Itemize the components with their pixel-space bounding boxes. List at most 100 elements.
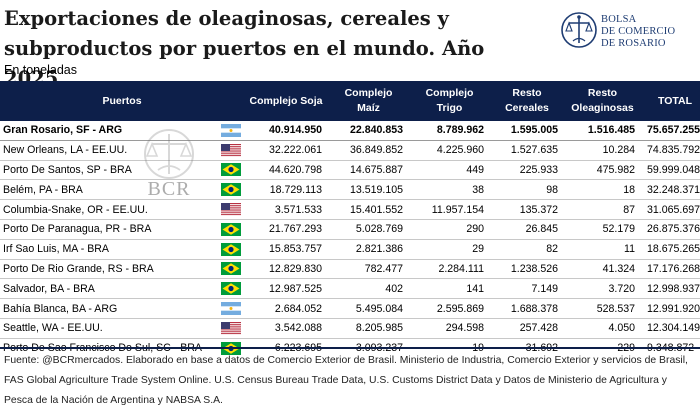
cell-soja: 12.987.525 <box>244 278 328 300</box>
brazil-flag-icon <box>221 242 241 256</box>
table-row: Porto De Rio Grande, RS - BRA 12.829.830 7… <box>0 259 700 280</box>
argentina-flag-icon <box>221 123 241 137</box>
source-note: Fuente: @BCRmercados. Elaborado en base … <box>4 355 688 406</box>
table-row: New Orleans, LA - EE.UU. 32.222.061 36.849… <box>0 140 700 161</box>
port-name-cell: Porto De Santos, SP - BRA <box>0 160 218 181</box>
usa-flag-icon <box>221 203 241 217</box>
cell-trigo: 2.284.111 <box>409 259 490 280</box>
brazil-flag-icon <box>221 262 241 276</box>
usa-flag-icon <box>221 143 241 157</box>
cell-maiz: 402 <box>328 278 409 300</box>
cell-trigo: 294.598 <box>409 318 490 339</box>
flag-cell <box>218 199 244 220</box>
cell-resto-oleaginosas: 4.050 <box>564 318 641 339</box>
port-name-cell: Seattle, WA - EE.UU. <box>0 318 218 339</box>
cell-resto-cereales: 135.372 <box>490 199 564 220</box>
flag-cell <box>218 278 244 300</box>
brazil-flag-icon <box>221 163 241 177</box>
table-row: Belém, PA - BRA 18.729.113 13.519.105 38 98 1… <box>0 179 700 201</box>
header-trigo: Complejo Trigo <box>425 87 474 114</box>
cell-maiz: 36.849.852 <box>328 140 409 161</box>
cell-soja: 21.767.293 <box>244 219 328 240</box>
cell-total: 12.304.149 <box>641 318 700 339</box>
cell-resto-oleaginosas: 41.324 <box>564 259 641 280</box>
port-name-cell: Porto De Paranagua, PR - BRA <box>0 219 218 240</box>
cell-resto-oleaginosas: 18 <box>564 179 641 201</box>
cell-resto-oleaginosas: 3.720 <box>564 278 641 300</box>
port-name-cell: Salvador, BA - BRA <box>0 278 218 300</box>
cell-total: 31.065.697 <box>641 199 700 220</box>
cell-soja: 15.853.757 <box>244 239 328 260</box>
cell-trigo: 4.225.960 <box>409 140 490 161</box>
cell-trigo: 11.957.154 <box>409 199 490 220</box>
port-name-cell: Columbia-Snake, OR - EE.UU. <box>0 199 218 220</box>
cell-resto-oleaginosas: 475.982 <box>564 160 641 181</box>
cell-trigo: 449 <box>409 160 490 181</box>
cell-maiz: 2.821.386 <box>328 239 409 260</box>
cell-maiz: 5.495.084 <box>328 298 409 319</box>
cell-total: 18.675.265 <box>641 239 700 260</box>
cell-total: 12.998.937 <box>641 278 700 300</box>
header-port: Puertos <box>102 94 142 107</box>
table-row: Salvador, BA - BRA 12.987.525 402 141 7.149 3… <box>0 278 700 300</box>
cell-total: 32.248.371 <box>641 179 700 201</box>
table-row: Porto De Santos, SP - BRA 44.620.798 14.67… <box>0 160 700 181</box>
cell-resto-oleaginosas: 528.537 <box>564 298 641 319</box>
header-resto-oleaginosas: Resto Oleaginosas <box>571 87 634 114</box>
cell-soja: 3.542.088 <box>244 318 328 339</box>
cell-soja: 40.914.950 <box>244 121 328 141</box>
port-name-cell: Porto De Rio Grande, RS - BRA <box>0 259 218 280</box>
flag-cell <box>218 298 244 319</box>
flag-cell <box>218 179 244 201</box>
cell-resto-cereales: 1.688.378 <box>490 298 564 319</box>
cell-total: 17.176.268 <box>641 259 700 280</box>
cell-soja: 44.620.798 <box>244 160 328 181</box>
flag-cell <box>218 121 244 141</box>
table-row: Columbia-Snake, OR - EE.UU. 3.571.533 15.4… <box>0 199 700 220</box>
cell-soja: 3.571.533 <box>244 199 328 220</box>
cell-trigo: 38 <box>409 179 490 201</box>
cell-resto-cereales: 7.149 <box>490 278 564 300</box>
table-bottom-rule <box>0 347 700 349</box>
cell-maiz: 8.205.985 <box>328 318 409 339</box>
cell-maiz: 15.401.552 <box>328 199 409 220</box>
cell-maiz: 782.477 <box>328 259 409 280</box>
flag-cell <box>218 219 244 240</box>
bcr-logo: BOLSA DE COMERCIO DE ROSARIO <box>561 10 696 60</box>
cell-total: 59.999.048 <box>641 160 700 181</box>
units-subtitle: En toneladas <box>4 63 77 77</box>
page-title: Exportaciones de oleaginosas, cereales y… <box>4 7 485 90</box>
flag-cell <box>218 318 244 339</box>
cell-soja: 18.729.113 <box>244 179 328 201</box>
header-resto-cereales: Resto Cereales <box>505 87 549 114</box>
port-name-cell: Belém, PA - BRA <box>0 179 218 201</box>
cell-resto-cereales: 257.428 <box>490 318 564 339</box>
exports-table-wrap: Puertos Complejo Soja Complejo Maíz Comp… <box>0 81 700 358</box>
cell-resto-oleaginosas: 10.284 <box>564 140 641 161</box>
cell-resto-cereales: 26.845 <box>490 219 564 240</box>
exports-table: Puertos Complejo Soja Complejo Maíz Comp… <box>0 81 700 358</box>
cell-soja: 32.222.061 <box>244 140 328 161</box>
cell-maiz: 5.028.769 <box>328 219 409 240</box>
brazil-flag-icon <box>221 222 241 236</box>
port-name-cell: Bahía Blanca, BA - ARG <box>0 298 218 319</box>
cell-total: 74.835.792 <box>641 140 700 161</box>
cell-trigo: 290 <box>409 219 490 240</box>
cell-maiz: 22.840.853 <box>328 121 409 141</box>
cell-resto-cereales: 1.595.005 <box>490 121 564 141</box>
cell-resto-cereales: 98 <box>490 179 564 201</box>
table-row: Gran Rosario, SF - ARG 40.914.950 22.840.8… <box>0 121 700 141</box>
cell-trigo: 2.595.869 <box>409 298 490 319</box>
cell-soja: 12.829.830 <box>244 259 328 280</box>
flag-cell <box>218 259 244 280</box>
cell-trigo: 8.789.962 <box>409 121 490 141</box>
cell-maiz: 14.675.887 <box>328 160 409 181</box>
header-maiz: Complejo Maíz <box>344 87 393 114</box>
table-row: Irf Sao Luis, MA - BRA 15.853.757 2.821.38… <box>0 239 700 260</box>
cell-resto-oleaginosas: 11 <box>564 239 641 260</box>
header-total: TOTAL <box>657 94 692 107</box>
cell-trigo: 141 <box>409 278 490 300</box>
cell-trigo: 29 <box>409 239 490 260</box>
cell-soja: 2.684.052 <box>244 298 328 319</box>
table-row: Bahía Blanca, BA - ARG 2.684.052 5.495.084… <box>0 298 700 319</box>
